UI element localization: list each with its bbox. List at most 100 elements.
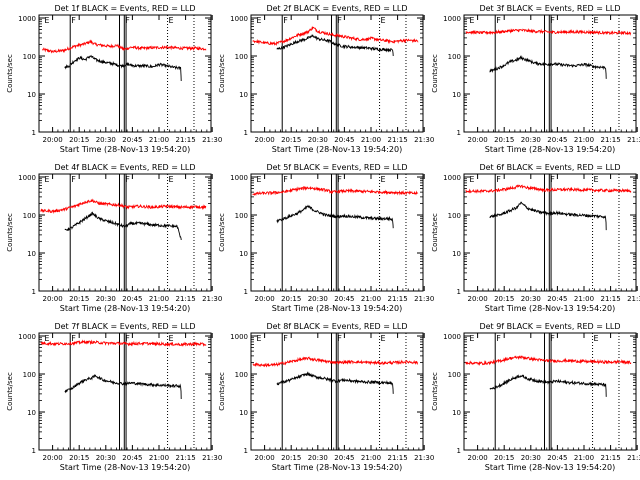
y-tick-label: 1 <box>32 447 36 455</box>
interval-marker-label: E <box>381 175 386 184</box>
interval-marker-label: F <box>550 16 555 25</box>
panel-title: Det 6f BLACK = Events, RED = LLD <box>479 163 620 172</box>
x-tick-label: 21:15 <box>600 454 620 462</box>
y-tick-label: 1000 <box>443 333 461 341</box>
y-tick-label: 100 <box>235 212 248 220</box>
x-tick-label: 20:30 <box>521 454 541 462</box>
panel-title: Det 1f BLACK = Events, RED = LLD <box>54 4 195 13</box>
y-axis-label: Counts/sec <box>6 213 14 252</box>
interval-marker-label: E <box>381 334 386 343</box>
y-tick-label: 10 <box>452 250 461 258</box>
interval-marker-label: F <box>125 334 130 343</box>
x-tick-label: 20:45 <box>547 295 567 303</box>
plot-frame <box>38 332 212 451</box>
panel-title: Det 2f BLACK = Events, RED = LLD <box>266 4 407 13</box>
x-tick-label: 20:00 <box>468 136 488 144</box>
x-axis-label: Start Time (28-Nov-13 19:54:20) <box>60 304 190 313</box>
y-tick-label: 1000 <box>18 333 36 341</box>
y-tick-label: 100 <box>23 371 36 379</box>
y-axis-label: Counts/sec <box>6 54 14 93</box>
interval-marker-label: E <box>44 175 49 184</box>
y-tick-label: 100 <box>448 371 461 379</box>
lld-series-line <box>42 39 207 54</box>
events-series-line <box>276 34 394 57</box>
x-tick-label: 20:30 <box>96 136 116 144</box>
detector-panel: Det 6f BLACK = Events, RED = LLD Counts/s… <box>431 163 640 313</box>
y-axis-label: Counts/sec <box>218 213 226 252</box>
lld-series-line <box>40 198 207 215</box>
interval-marker-label: E <box>44 16 49 25</box>
x-tick-label: 20:30 <box>96 295 116 303</box>
interval-marker-label: F <box>71 334 76 343</box>
panel-title: Det 7f BLACK = Events, RED = LLD <box>54 322 195 331</box>
interval-marker-label: F <box>337 334 342 343</box>
x-axis-label: Start Time (28-Nov-13 19:54:20) <box>60 145 190 154</box>
plot-frame <box>463 14 637 133</box>
y-tick-label: 100 <box>23 53 36 61</box>
x-tick-label: 21:15 <box>175 454 195 462</box>
x-tick-label: 21:00 <box>149 136 169 144</box>
x-tick-label: 21:00 <box>574 136 594 144</box>
y-tick-label: 1000 <box>230 333 248 341</box>
x-tick-label: 20:00 <box>43 295 63 303</box>
interval-marker-label: E <box>381 16 386 25</box>
x-tick-label: 20:45 <box>334 295 354 303</box>
events-series-line <box>64 54 182 82</box>
x-tick-label: 21:30 <box>627 136 640 144</box>
interval-marker-label: E <box>594 334 599 343</box>
x-tick-label: 21:00 <box>149 454 169 462</box>
x-tick-label: 20:45 <box>334 136 354 144</box>
detector-panel: Det 1f BLACK = Events, RED = LLD Counts/s… <box>6 4 222 154</box>
lld-series-line <box>465 184 632 194</box>
y-tick-label: 10 <box>239 409 248 417</box>
interval-marker-label: F <box>496 16 501 25</box>
detector-panel: Det 9f BLACK = Events, RED = LLD Counts/s… <box>431 322 640 472</box>
y-tick-label: 1 <box>32 288 36 296</box>
y-tick-label: 100 <box>448 53 461 61</box>
plot-frame <box>463 332 637 451</box>
x-tick-label: 21:30 <box>202 136 222 144</box>
detector-panel: Det 4f BLACK = Events, RED = LLD Counts/s… <box>6 163 222 313</box>
x-tick-label: 21:30 <box>414 454 434 462</box>
x-tick-label: 20:15 <box>69 136 89 144</box>
x-tick-label: 21:00 <box>361 454 381 462</box>
lld-series-line <box>465 355 632 367</box>
x-tick-label: 21:15 <box>387 454 407 462</box>
x-tick-label: 20:45 <box>122 454 142 462</box>
x-tick-label: 20:00 <box>43 454 63 462</box>
detector-panel: Det 5f BLACK = Events, RED = LLD Counts/s… <box>218 163 434 313</box>
interval-marker-label: F <box>550 334 555 343</box>
x-tick-label: 21:30 <box>202 454 222 462</box>
lld-series-line <box>252 25 419 46</box>
x-tick-label: 20:15 <box>494 295 514 303</box>
x-tick-label: 21:15 <box>175 295 195 303</box>
events-series-line <box>489 374 607 397</box>
x-tick-label: 20:30 <box>308 454 328 462</box>
y-tick-label: 1000 <box>230 174 248 182</box>
x-axis-label: Start Time (28-Nov-13 19:54:20) <box>272 145 402 154</box>
interval-marker-label: F <box>125 16 130 25</box>
x-axis-label: Start Time (28-Nov-13 19:54:20) <box>272 463 402 472</box>
x-tick-label: 20:15 <box>69 454 89 462</box>
x-tick-label: 21:15 <box>387 136 407 144</box>
x-tick-label: 20:15 <box>281 295 301 303</box>
panel-title: Det 5f BLACK = Events, RED = LLD <box>266 163 407 172</box>
y-tick-label: 1000 <box>443 174 461 182</box>
x-tick-label: 21:30 <box>627 295 640 303</box>
x-tick-label: 20:45 <box>334 454 354 462</box>
detector-panel: Det 8f BLACK = Events, RED = LLD Counts/s… <box>218 322 434 472</box>
y-tick-label: 10 <box>239 91 248 99</box>
x-tick-label: 20:00 <box>255 454 275 462</box>
panel-title: Det 3f BLACK = Events, RED = LLD <box>479 4 620 13</box>
events-series-line <box>64 211 182 241</box>
plot-frame <box>250 14 424 133</box>
y-axis-label: Counts/sec <box>431 213 439 252</box>
x-tick-label: 21:15 <box>600 295 620 303</box>
plot-frame <box>250 173 424 292</box>
x-tick-label: 20:15 <box>281 454 301 462</box>
interval-marker-label: F <box>496 334 501 343</box>
interval-marker-label: E <box>469 16 474 25</box>
interval-marker-label: E <box>256 16 261 25</box>
x-tick-label: 21:00 <box>361 295 381 303</box>
y-tick-label: 1 <box>244 129 248 137</box>
